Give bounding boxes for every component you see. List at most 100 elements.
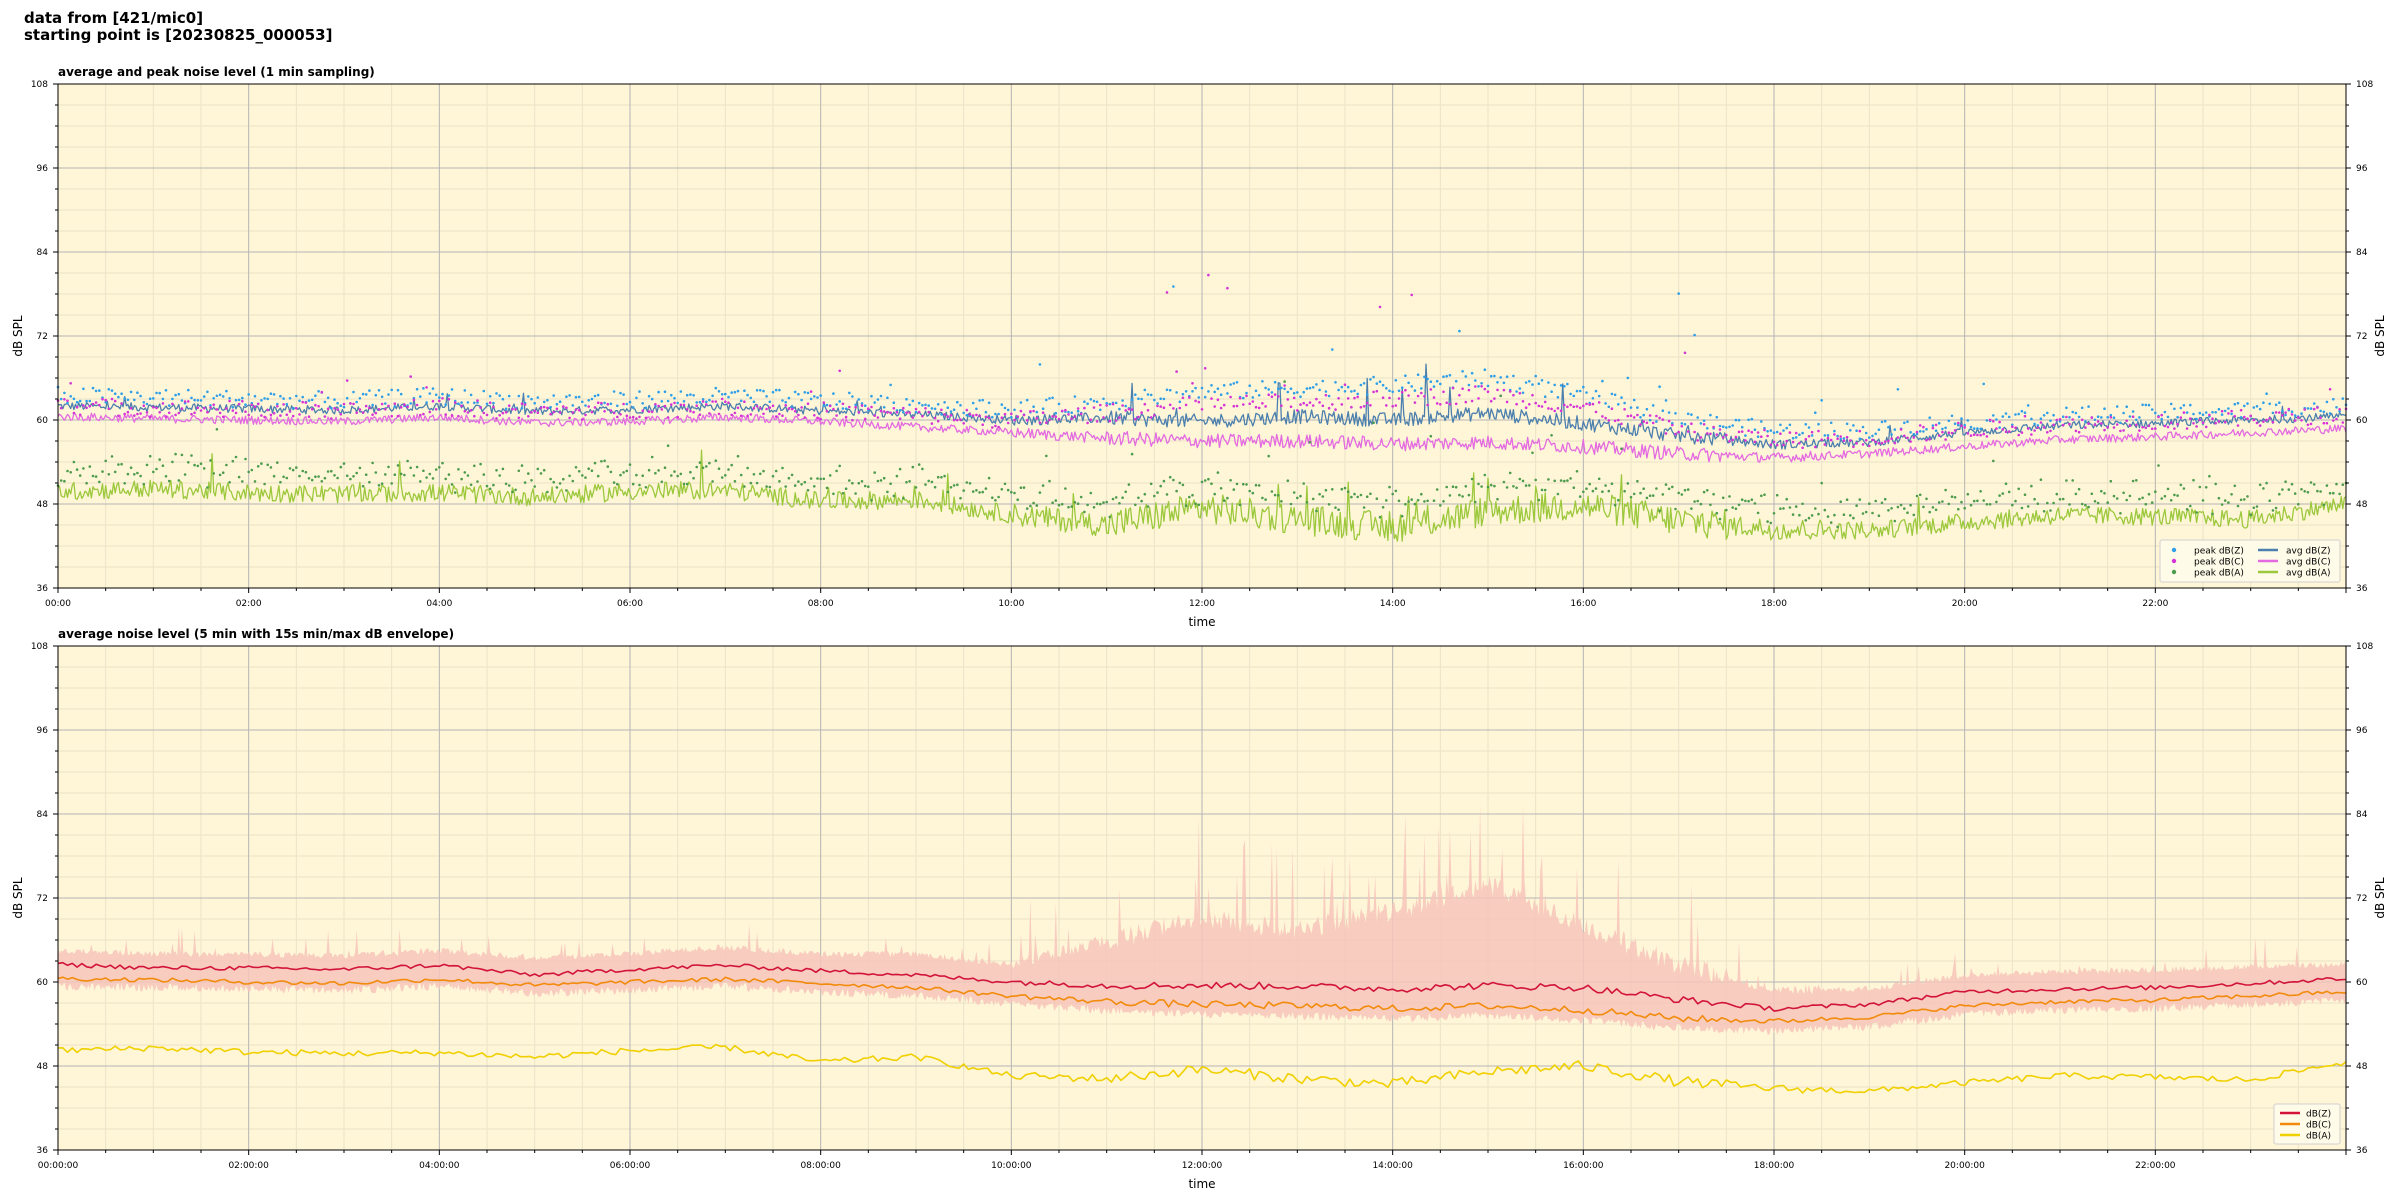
data-point xyxy=(2166,487,2170,491)
data-point xyxy=(1413,401,1417,404)
data-point xyxy=(762,469,765,473)
data-point xyxy=(898,467,902,471)
data-point xyxy=(241,480,244,483)
data-point xyxy=(1629,495,1633,499)
data-point xyxy=(1785,426,1788,430)
data-point xyxy=(1521,400,1525,403)
data-point xyxy=(1725,433,1728,437)
data-point xyxy=(482,473,486,476)
data-point xyxy=(1601,379,1604,383)
data-point xyxy=(1226,496,1229,500)
data-point xyxy=(809,390,813,393)
data-point xyxy=(1003,482,1007,486)
data-point xyxy=(190,396,193,400)
data-point xyxy=(517,416,521,420)
data-point xyxy=(1731,438,1734,442)
data-point xyxy=(1051,415,1054,418)
data-point xyxy=(2033,497,2036,501)
data-point xyxy=(848,405,851,409)
data-point xyxy=(1756,511,1760,515)
data-point xyxy=(231,459,235,463)
data-point xyxy=(1369,378,1372,381)
data-point xyxy=(1089,491,1093,495)
data-point xyxy=(530,411,533,414)
data-point xyxy=(1791,513,1795,516)
data-point xyxy=(685,408,689,411)
data-point xyxy=(1788,506,1792,509)
data-point xyxy=(2198,411,2202,415)
data-point xyxy=(1801,431,1804,435)
data-point xyxy=(2293,492,2297,495)
data-point xyxy=(1184,390,1188,393)
data-point xyxy=(1937,421,1941,425)
data-point xyxy=(91,474,95,478)
data-point xyxy=(1210,482,1213,486)
data-point xyxy=(1677,292,1680,295)
data-point xyxy=(113,399,117,403)
data-point xyxy=(898,409,902,412)
data-point xyxy=(212,397,215,400)
data-point xyxy=(120,462,123,466)
data-point xyxy=(666,444,670,448)
data-point xyxy=(1289,387,1293,391)
x-tick-label: 10:00 xyxy=(998,599,1024,609)
data-point xyxy=(291,414,295,418)
data-point xyxy=(345,396,349,400)
data-point xyxy=(574,408,578,411)
data-point xyxy=(1763,428,1766,432)
data-point xyxy=(1531,393,1534,397)
data-point xyxy=(2135,423,2138,427)
data-point xyxy=(256,465,260,468)
data-point xyxy=(1458,329,1461,333)
data-point xyxy=(1477,482,1480,486)
legend-entry: avg dB(C) xyxy=(2286,558,2331,568)
data-point xyxy=(679,472,683,476)
data-point xyxy=(330,406,333,410)
data-point xyxy=(1464,400,1468,404)
data-point xyxy=(1505,486,1509,489)
data-point xyxy=(1629,414,1633,418)
data-point xyxy=(1029,504,1032,508)
data-point xyxy=(310,478,314,482)
data-point xyxy=(1270,490,1274,493)
data-point xyxy=(959,418,962,421)
data-point xyxy=(107,473,111,476)
data-point xyxy=(517,394,521,398)
data-point xyxy=(1782,507,1785,510)
data-point xyxy=(771,390,775,394)
data-point xyxy=(622,393,625,396)
x-tick-label: 20:00 xyxy=(1952,599,1978,609)
data-point xyxy=(1944,426,1947,430)
data-point xyxy=(1222,499,1226,503)
data-point xyxy=(1181,392,1185,396)
data-point xyxy=(800,406,803,409)
data-point xyxy=(1381,396,1385,400)
data-point xyxy=(1750,430,1754,434)
data-point xyxy=(574,466,578,469)
data-point xyxy=(1235,381,1239,384)
data-point xyxy=(1807,426,1811,429)
data-point xyxy=(527,472,530,475)
data-point xyxy=(2201,421,2205,425)
data-point xyxy=(1979,433,1982,437)
data-point xyxy=(1839,500,1842,504)
data-point xyxy=(1305,501,1309,504)
y-tick-label-left: 96 xyxy=(37,164,49,174)
data-point xyxy=(2236,401,2240,405)
data-point xyxy=(1563,384,1566,388)
y-tick-label-left: 108 xyxy=(31,642,48,652)
data-point xyxy=(1849,429,1852,432)
series-points-peak-db-a- xyxy=(56,380,2348,529)
data-point xyxy=(1807,435,1811,438)
data-point xyxy=(193,411,196,415)
data-point xyxy=(612,481,616,484)
data-point xyxy=(266,463,270,467)
data-point xyxy=(1296,409,1299,412)
data-point xyxy=(2106,426,2109,429)
data-point xyxy=(1753,440,1757,444)
data-point xyxy=(82,387,85,391)
data-point xyxy=(698,400,702,404)
data-point xyxy=(908,411,911,414)
data-point xyxy=(962,411,965,415)
data-point xyxy=(781,399,784,402)
